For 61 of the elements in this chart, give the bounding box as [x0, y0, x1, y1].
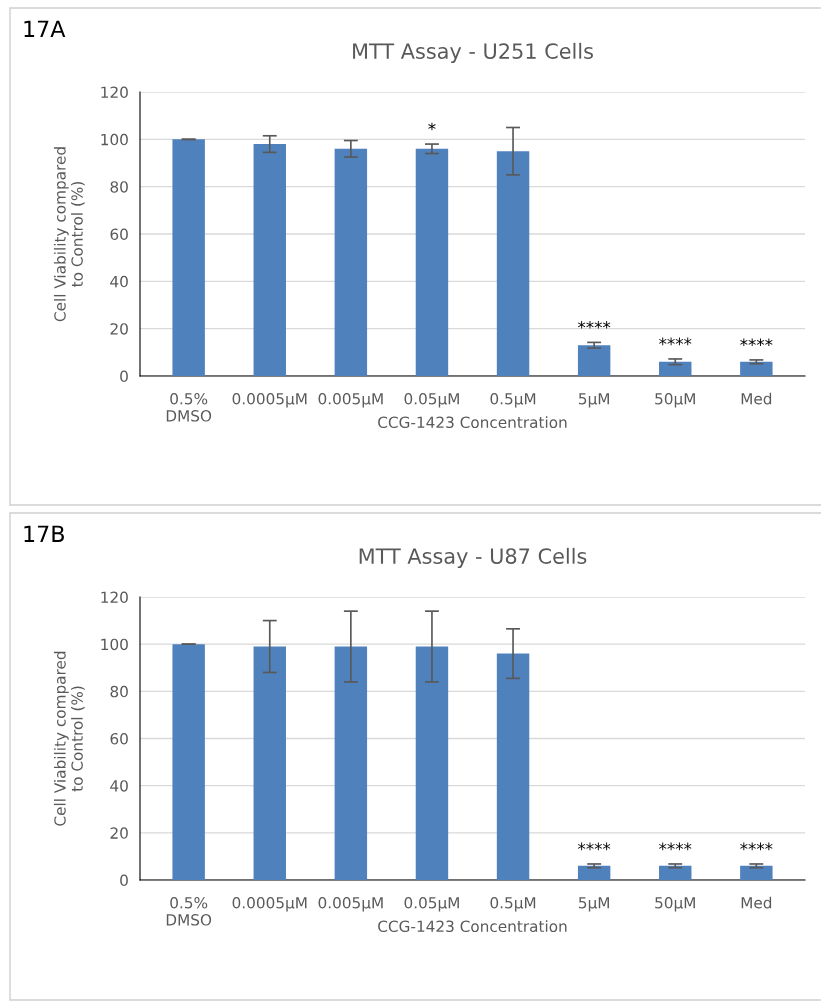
bar: [172, 644, 205, 880]
x-axis-title: CCG-1423 Concentration: [378, 920, 567, 933]
x-tick-label: 0.5% DMSO: [166, 896, 212, 926]
x-tick-label: 0.005µM: [318, 392, 383, 408]
bar: [496, 653, 530, 880]
x-tick-label: 5µM: [579, 897, 609, 912]
y-tick-label: 100: [101, 133, 128, 146]
bar: [334, 148, 368, 376]
x-tick-label: 5µM: [579, 393, 609, 408]
bar: [415, 148, 449, 376]
x-tick-label: 0.0005µM: [232, 896, 307, 912]
x-tick-label: 0.05µM: [404, 896, 459, 912]
text: 17B: [24, 525, 64, 542]
y-tick-label: 40: [110, 780, 128, 792]
x-tick-label: Med: [741, 392, 772, 405]
y-tick-label: 0: [120, 874, 128, 887]
y-tick-label: 80: [110, 685, 128, 698]
bar: [659, 361, 692, 376]
annotation: ****: [659, 842, 692, 851]
chart-title: MTT Assay - U251 Cells: [353, 42, 593, 63]
y-tick-label: 120: [101, 591, 128, 604]
annotation: ****: [659, 337, 692, 346]
bar: [577, 345, 611, 376]
bar: [496, 151, 530, 376]
chart-title: MTT Assay - U87 Cells: [359, 547, 587, 568]
x-tick-label: 0.05µM: [404, 392, 459, 408]
x-tick-label: 0.5% DMSO: [166, 392, 212, 422]
bar: [415, 646, 449, 880]
annotation: ****: [577, 321, 611, 329]
bar: [253, 646, 286, 880]
y-axis-title: Cell Viability compared to Control (%): [53, 651, 85, 826]
bar: [659, 865, 692, 880]
y-tick-label: 20: [110, 323, 128, 335]
x-tick-label: 0.5µM: [490, 392, 536, 408]
bar: [334, 646, 368, 880]
y-tick-label: 120: [101, 86, 128, 99]
x-tick-label: 50µM: [655, 896, 695, 912]
x-axis-title: CCG-1423 Concentration: [378, 416, 567, 429]
y-axis-title: Cell Viability compared to Control (%): [53, 147, 85, 322]
bar: [253, 144, 286, 376]
bar: [740, 865, 773, 880]
y-tick-label: 60: [110, 732, 128, 745]
x-tick-label: 0.005µM: [318, 896, 383, 912]
bar: [577, 865, 611, 880]
annotation: ****: [740, 338, 773, 347]
x-tick-label: 0.5µM: [490, 896, 536, 912]
annotation: *: [428, 122, 436, 131]
x-tick-label: 0.0005µM: [232, 392, 307, 408]
y-tick-label: 100: [101, 638, 128, 651]
x-tick-label: 50µM: [655, 392, 695, 408]
y-tick-label: 80: [110, 181, 128, 193]
y-tick-label: 20: [110, 827, 128, 839]
y-tick-label: 40: [110, 275, 128, 288]
bar: [172, 139, 205, 376]
y-tick-label: 0: [120, 370, 128, 383]
annotation: ****: [577, 842, 611, 851]
bar: [740, 361, 773, 376]
x-tick-label: Med: [741, 896, 772, 909]
text: 17A: [24, 20, 66, 37]
annotation: ****: [740, 842, 773, 851]
y-tick-label: 60: [110, 228, 128, 241]
